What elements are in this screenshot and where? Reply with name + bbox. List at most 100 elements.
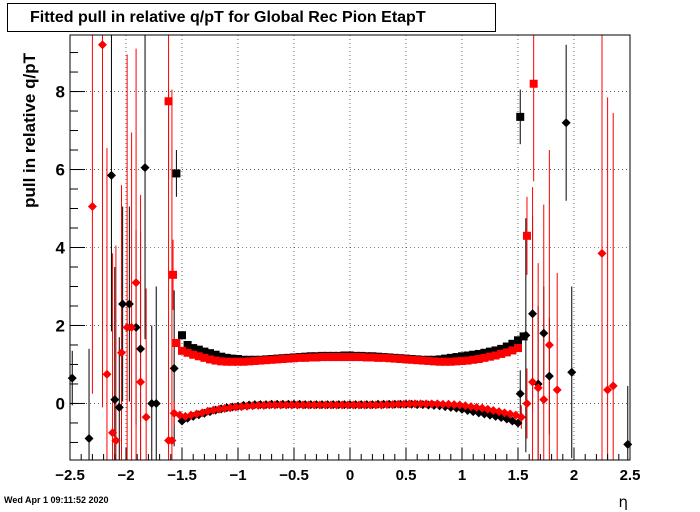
data-point-diamond [320,400,330,410]
data-point-square [290,354,298,363]
data-point-square [346,353,354,362]
data-point-square [529,79,538,88]
data-point-square [452,353,461,362]
data-point-diamond [332,400,342,410]
data-point-square [200,353,209,362]
data-point-diamond [259,400,269,410]
data-point-diamond [449,400,459,410]
data-point-diamond [102,369,112,379]
timestamp-label: Wed Apr 1 09:11:52 2020 [4,495,109,505]
data-point-square [458,356,466,365]
data-point-diamond [365,400,375,410]
data-point-diamond [410,399,420,409]
data-point-diamond [214,404,224,414]
data-point-diamond [466,402,476,412]
data-point-diamond [97,40,107,50]
x-tick-label: 0 [346,467,354,484]
data-point-square [402,355,410,364]
data-point-square [211,350,220,359]
data-point-diamond [276,400,286,410]
data-point-square [508,339,517,348]
data-point-diamond [552,385,562,395]
data-point-square [502,342,511,351]
data-point-diamond [444,399,454,409]
data-point-square [430,357,438,366]
y-tick-label: 0 [56,394,65,413]
data-point-square [334,353,343,362]
data-point-square [273,355,282,364]
data-point-diamond [399,399,409,409]
data-point-square [278,355,287,364]
data-point-diamond [376,400,386,410]
data-point-diamond [393,399,403,409]
data-point-diamond [348,400,358,410]
data-point-diamond [421,399,431,409]
data-point-diamond [253,400,263,410]
data-point-square [502,348,511,357]
data-point-square [497,344,506,353]
data-point-square [463,351,472,360]
data-point-diamond [248,401,258,411]
data-point-diamond [608,381,618,391]
data-point-square [262,356,270,365]
data-point-square [491,346,500,355]
x-tick-label: −2.5 [55,467,85,484]
data-point-diamond [521,330,531,340]
data-point-square [318,353,326,362]
data-point-square [206,349,214,358]
data-point-square [474,349,483,358]
data-point-square [463,356,472,365]
data-point-diamond [131,278,141,288]
data-point-square [469,355,478,364]
data-point-square [351,353,360,362]
data-point-diamond [513,418,523,428]
data-point-square [362,353,371,362]
x-tick-label: 0.5 [396,467,417,484]
data-point-diamond [236,402,246,412]
data-point-square [239,357,248,366]
data-point-diamond [533,383,543,393]
data-point-square [329,353,338,362]
data-point-square [458,352,466,361]
data-point-diamond [106,170,116,180]
data-point-square [413,356,422,365]
data-point-square [486,347,494,356]
data-point-square [480,348,489,357]
data-point-square [396,355,405,364]
data-point-square [491,351,500,360]
data-point-diamond [231,402,241,412]
data-point-square [340,353,349,362]
data-point-square [189,350,198,359]
data-point-square [516,112,525,121]
data-point-diamond [561,118,571,128]
data-point-diamond [416,399,426,409]
x-tick-label: −2 [117,467,134,484]
data-point-diamond [382,400,392,410]
data-point-diamond [84,434,94,444]
data-point-diamond [220,404,230,414]
grid [69,35,631,460]
data-point-diamond [141,412,151,422]
data-point-diamond [110,395,120,405]
y-tick-label: 8 [56,83,65,102]
data-point-square [211,356,220,365]
x-tick-label: 2 [570,467,578,484]
data-point-diamond [337,400,347,410]
data-point-square [256,356,265,365]
data-point-square [418,356,427,365]
data-point-square [217,357,226,366]
data-point-diamond [114,402,124,412]
data-point-diamond [140,163,150,173]
data-point-square [407,355,416,364]
x-axis-label: η [618,493,628,511]
data-point-square [183,348,192,357]
data-point-diamond [528,309,538,319]
data-point-diamond [136,344,146,354]
data-point-diamond [167,436,177,446]
data-point-square [452,357,461,366]
data-point-square [267,355,276,364]
y-axis-label: pull in relative q/pT [20,52,39,208]
data-point-diamond [108,428,118,438]
data-point-diamond [287,400,297,410]
data-point-diamond [567,367,577,377]
